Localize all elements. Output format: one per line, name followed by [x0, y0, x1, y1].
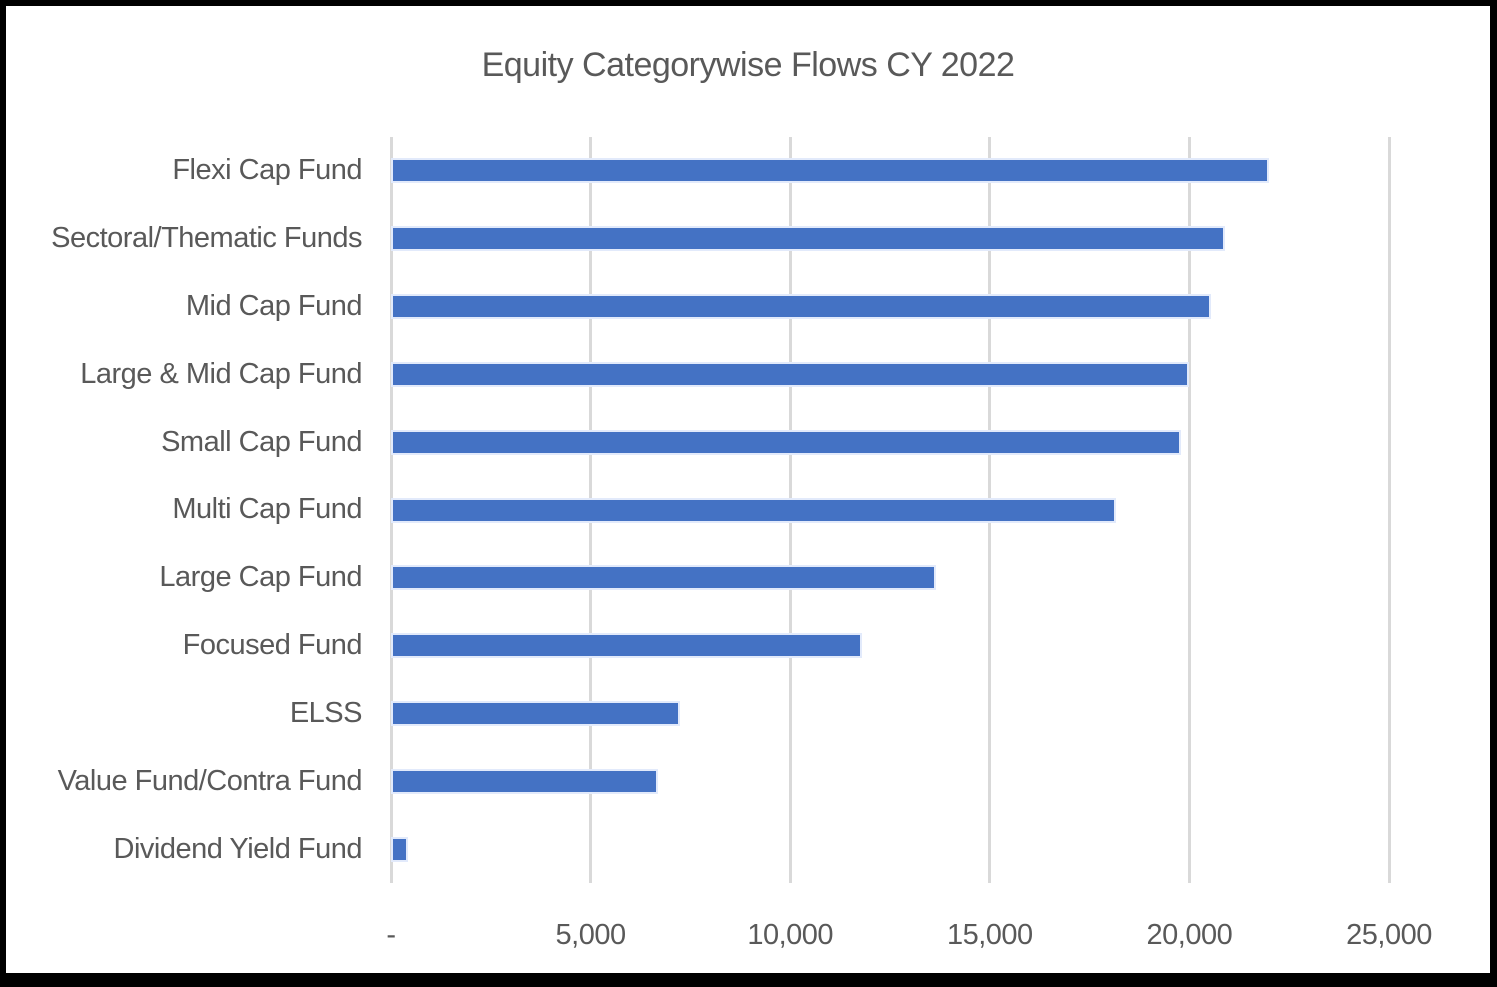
bar-dividend-yield-fund: [391, 836, 408, 862]
bar-elss: [391, 700, 681, 726]
bar-value-fund-contra-fund: [391, 768, 659, 794]
chart-title: Equity Categorywise Flows CY 2022: [481, 46, 1015, 84]
gridline: [1187, 137, 1191, 883]
bar-focused-fund: [391, 633, 863, 659]
bar-small-cap-fund: [391, 429, 1182, 455]
x-tick-label: 10,000: [747, 919, 834, 951]
category-label: Sectoral/Thematic Funds: [51, 222, 362, 255]
category-label: Value Fund/Contra Fund: [57, 764, 363, 797]
category-label: Flexi Cap Fund: [172, 154, 362, 187]
x-tick-label: 20,000: [1146, 919, 1233, 951]
bar-large-mid-cap-fund: [391, 361, 1190, 387]
bar-mid-cap-fund: [391, 294, 1212, 320]
category-label: Large & Mid Cap Fund: [80, 357, 362, 390]
x-tick-label: -: [386, 919, 396, 951]
bar-large-cap-fund: [391, 565, 936, 591]
x-tick-label: 25,000: [1346, 919, 1432, 951]
category-label: Focused Fund: [182, 629, 363, 662]
bar-multi-cap-fund: [391, 497, 1116, 523]
x-tick-label: 15,000: [946, 919, 1033, 951]
category-label: Multi Cap Fund: [172, 493, 362, 526]
bar-flexi-cap-fund: [391, 158, 1270, 184]
gridline: [1387, 137, 1391, 883]
bar-sectoral-thematic-funds: [391, 226, 1226, 252]
category-label: ELSS: [289, 696, 363, 729]
x-tick-label: 5,000: [555, 919, 627, 951]
category-label: Small Cap Fund: [161, 425, 362, 458]
category-label: Mid Cap Fund: [185, 290, 363, 323]
category-label: Dividend Yield Fund: [113, 832, 363, 865]
category-label: Large Cap Fund: [159, 561, 362, 594]
